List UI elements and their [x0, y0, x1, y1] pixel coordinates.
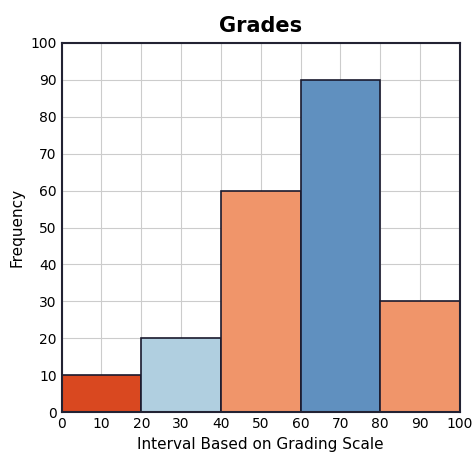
- Y-axis label: Frequency: Frequency: [10, 188, 25, 267]
- Title: Grades: Grades: [219, 16, 302, 36]
- X-axis label: Interval Based on Grading Scale: Interval Based on Grading Scale: [137, 437, 384, 452]
- Bar: [221, 191, 301, 412]
- Bar: [62, 375, 141, 412]
- Bar: [380, 301, 460, 412]
- Bar: [141, 338, 221, 412]
- Bar: [301, 80, 380, 412]
